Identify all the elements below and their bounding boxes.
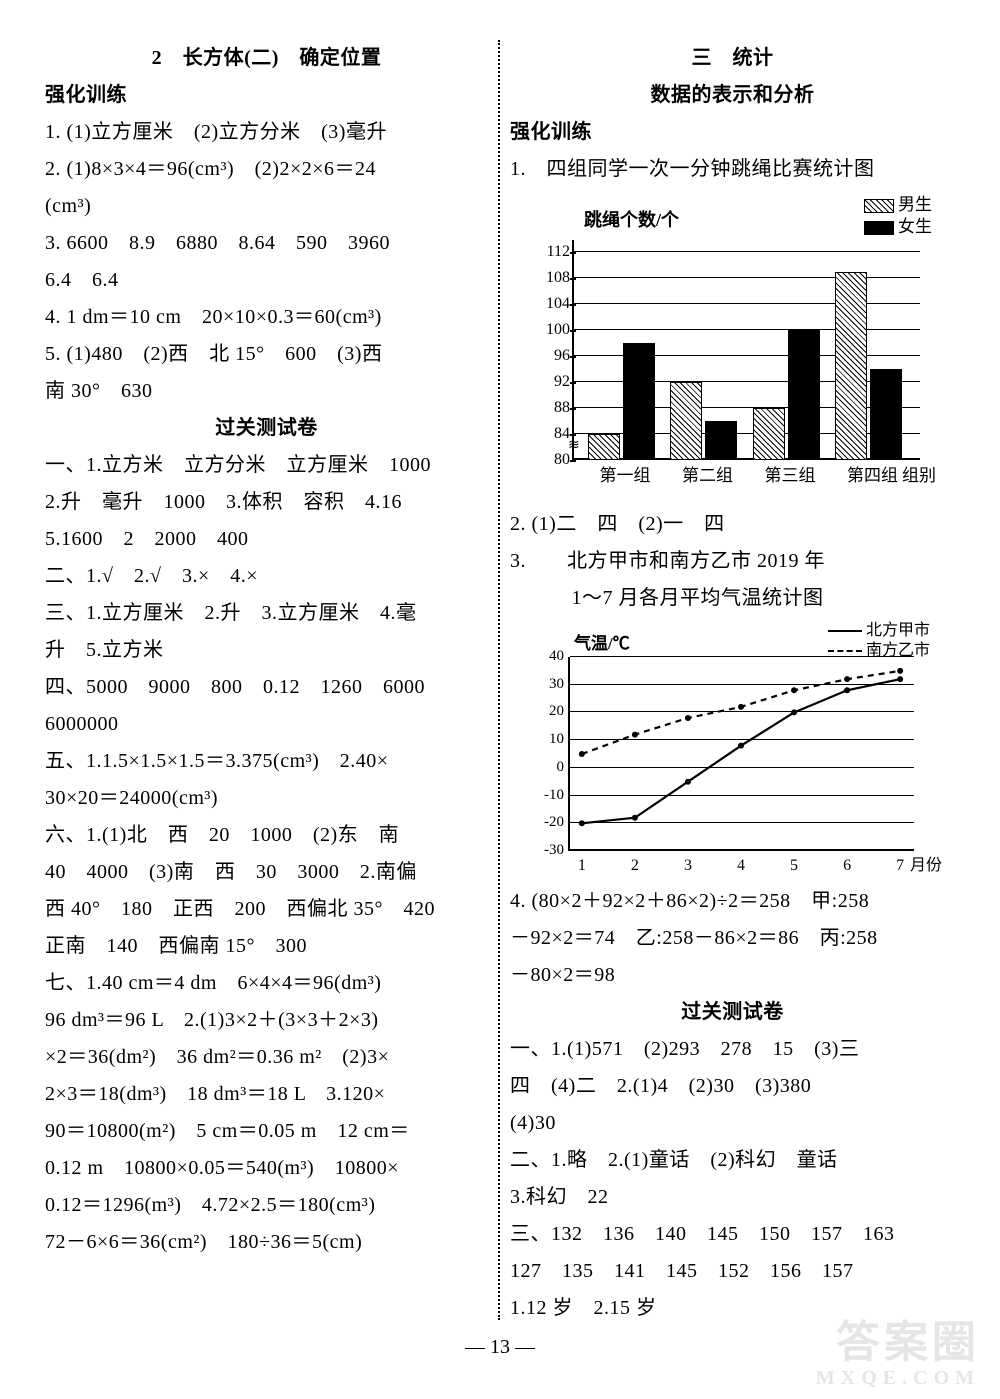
line-chart: 气温/℃北方甲市南方乙市-30-20-100102030401234567月份 — [520, 621, 940, 881]
text: 6.4 6.4 — [45, 262, 488, 299]
text: 3.科幻 22 — [510, 1179, 955, 1216]
text: 72－6×6＝36(cm²) 180÷36＝5(cm) — [45, 1224, 488, 1261]
watermark: 答案圈 MXQE.COM — [816, 1319, 980, 1389]
text: 2. (1)8×3×4＝96(cm³) (2)2×2×6＝24 — [45, 151, 488, 188]
text: －80×2＝98 — [510, 957, 955, 994]
text: 五、1.1.5×1.5×1.5＝3.375(cm³) 2.40× — [45, 743, 488, 780]
text: 3. 6600 8.9 6880 8.64 590 3960 — [45, 225, 488, 262]
text: 0.12 m 10800×0.05＝540(m³) 10800× — [45, 1150, 488, 1187]
text: 127 135 141 145 152 156 157 — [510, 1253, 955, 1290]
text: 6000000 — [45, 706, 488, 743]
text: 5.1600 2 2000 400 — [45, 521, 488, 558]
left-heading: 2 长方体(二) 确定位置 — [45, 40, 488, 77]
bar-chart: 男生女生跳绳个数/个8084889296100104108112≋第一组第二组第… — [520, 192, 940, 502]
page-columns: 2 长方体(二) 确定位置 强化训练 1. (1)立方厘米 (2)立方分米 (3… — [35, 40, 965, 1320]
chart1-title: 1. 四组同学一次一分钟跳绳比赛统计图 — [510, 151, 955, 188]
text: 5. (1)480 (2)西 北 15° 600 (3)西 — [45, 336, 488, 373]
text: (cm³) — [45, 188, 488, 225]
left-sub2: 过关测试卷 — [45, 410, 488, 447]
text: 七、1.40 cm＝4 dm 6×4×4＝96(dm³) — [45, 965, 488, 1002]
text: 四、5000 9000 800 0.12 1260 6000 — [45, 669, 488, 706]
text: 西 40° 180 正西 200 西偏北 35° 420 — [45, 891, 488, 928]
text: 二、1.略 2.(1)童话 (2)科幻 童话 — [510, 1142, 955, 1179]
left-column: 2 长方体(二) 确定位置 强化训练 1. (1)立方厘米 (2)立方分米 (3… — [35, 40, 500, 1320]
text: 正南 140 西偏南 15° 300 — [45, 928, 488, 965]
text: 六、1.(1)北 西 20 1000 (2)东 南 — [45, 817, 488, 854]
text: 4. 1 dm＝10 cm 20×10×0.3＝60(cm³) — [45, 299, 488, 336]
right-column: 三 统计 数据的表示和分析 强化训练 1. 四组同学一次一分钟跳绳比赛统计图 男… — [500, 40, 965, 1320]
text: 1. (1)立方厘米 (2)立方分米 (3)毫升 — [45, 114, 488, 151]
right-sub2: 过关测试卷 — [510, 994, 955, 1031]
text: 升 5.立方米 — [45, 632, 488, 669]
text: 2. (1)二 四 (2)一 四 — [510, 506, 955, 543]
text: 4. (80×2＋92×2＋86×2)÷2＝258 甲:258 — [510, 883, 955, 920]
text: 0.12＝1296(m³) 4.72×2.5＝180(cm³) — [45, 1187, 488, 1224]
right-heading-1: 三 统计 — [510, 40, 955, 77]
text: 四 (4)二 2.(1)4 (2)30 (3)380 — [510, 1068, 955, 1105]
text: －92×2＝74 乙:258－86×2＝86 丙:258 — [510, 920, 955, 957]
text: 一、1.(1)571 (2)293 278 15 (3)三 — [510, 1031, 955, 1068]
text: (4)30 — [510, 1105, 955, 1142]
text: 南 30° 630 — [45, 373, 488, 410]
text: 40 4000 (3)南 西 30 3000 2.南偏 — [45, 854, 488, 891]
right-heading-2: 数据的表示和分析 — [510, 77, 955, 114]
text: 三、1.立方厘米 2.升 3.立方厘米 4.毫 — [45, 595, 488, 632]
text: 三、132 136 140 145 150 157 163 — [510, 1216, 955, 1253]
text: 2×3＝18(dm³) 18 dm³＝18 L 3.120× — [45, 1076, 488, 1113]
text: ×2＝36(dm²) 36 dm²＝0.36 m² (2)3× — [45, 1039, 488, 1076]
left-sub1: 强化训练 — [45, 77, 488, 114]
watermark-main: 答案圈 — [836, 1318, 980, 1367]
text: 30×20＝24000(cm³) — [45, 780, 488, 817]
text: 二、1.√ 2.√ 3.× 4.× — [45, 558, 488, 595]
text: 2.升 毫升 1000 3.体积 容积 4.16 — [45, 484, 488, 521]
text: 90＝10800(m²) 5 cm＝0.05 m 12 cm＝ — [45, 1113, 488, 1150]
chart2-title: 3. 北方甲市和南方乙市 2019 年 — [510, 543, 955, 580]
text: 96 dm³＝96 L 2.(1)3×2＋(3×3＋2×3) — [45, 1002, 488, 1039]
chart2-title-2: 1～7 月各月平均气温统计图 — [510, 580, 955, 617]
right-sub1: 强化训练 — [510, 114, 955, 151]
watermark-sub: MXQE.COM — [816, 1367, 980, 1389]
text: 一、1.立方米 立方分米 立方厘米 1000 — [45, 447, 488, 484]
